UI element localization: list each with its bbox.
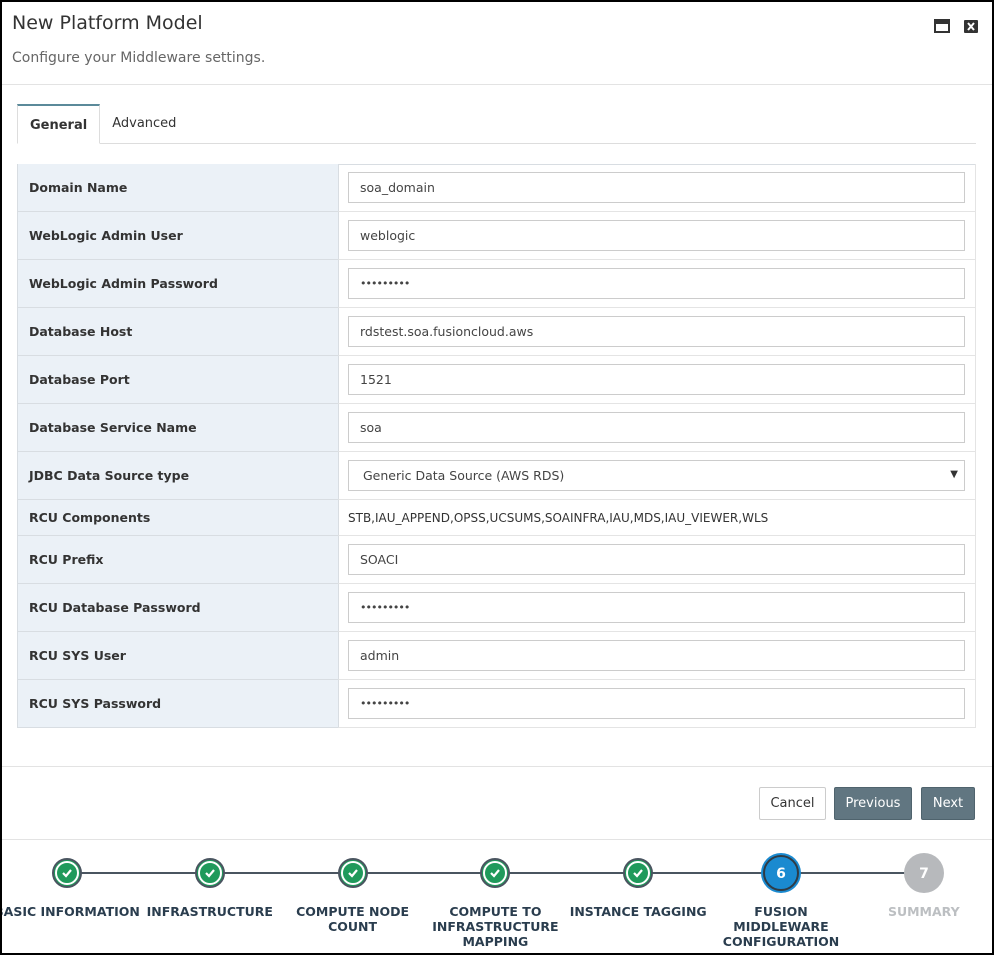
field-cell: weblogic <box>338 212 976 260</box>
field-value: SOACI <box>360 552 399 567</box>
field-value: 1521 <box>360 372 392 387</box>
field-cell: STB,IAU_APPEND,OPSS,UCSUMS,SOAINFRA,IAU,… <box>338 500 976 536</box>
dialog-subtitle: Configure your Middleware settings. <box>12 50 266 66</box>
field-value: weblogic <box>360 228 416 243</box>
field-value: STB,IAU_APPEND,OPSS,UCSUMS,SOAINFRA,IAU,… <box>348 510 769 525</box>
field-cell: 1521 <box>338 356 976 404</box>
step-label[interactable]: INSTANCE TAGGING <box>569 904 707 919</box>
field-value: rdstest.soa.fusioncloud.aws <box>360 324 534 339</box>
field-label: WebLogic Admin Password <box>17 260 338 308</box>
field-select[interactable]: Generic Data Source (AWS RDS) ▼ <box>348 460 965 491</box>
field-label: RCU SYS User <box>17 632 338 680</box>
field-input[interactable]: ••••••••• <box>348 268 965 299</box>
field-input[interactable]: admin <box>348 640 965 671</box>
window-controls[interactable] <box>933 18 983 36</box>
step-marker: 6 <box>761 853 801 893</box>
step-marker <box>194 858 225 888</box>
step-marker <box>52 858 82 888</box>
field-value: Generic Data Source (AWS RDS) <box>363 468 565 483</box>
field-cell: rdstest.soa.fusioncloud.aws <box>338 308 976 356</box>
field-value: ••••••••• <box>360 601 410 614</box>
field-label: RCU Components <box>17 500 338 536</box>
field-label: Database Port <box>17 356 338 404</box>
field-cell: ••••••••• <box>338 260 976 308</box>
field-value: soa <box>360 420 382 435</box>
field-input[interactable]: soa_domain <box>348 172 965 203</box>
step-marker: 7 <box>903 853 944 893</box>
tab[interactable]: Advanced <box>112 116 177 131</box>
step-label[interactable]: INFRASTRUCTURE <box>146 904 273 919</box>
field-input[interactable]: soa <box>348 412 965 443</box>
field-input[interactable]: rdstest.soa.fusioncloud.aws <box>348 316 965 347</box>
step-number: 7 <box>919 866 929 882</box>
field-label: RCU Prefix <box>17 536 338 584</box>
next-button[interactable]: Next <box>921 787 975 820</box>
field-label: JDBC Data Source type <box>17 452 338 500</box>
field-cell: ••••••••• <box>338 680 976 728</box>
field-input[interactable]: ••••••••• <box>348 592 965 623</box>
select-caret: ▼ <box>950 469 958 480</box>
field-label: Database Host <box>17 308 338 356</box>
step-label[interactable]: COMPUTE NODE COUNT <box>296 904 410 934</box>
step-label[interactable]: SUMMARY <box>887 904 960 919</box>
field-cell: Generic Data Source (AWS RDS) ▼ <box>338 452 976 500</box>
field-input[interactable]: ••••••••• <box>348 688 965 719</box>
field-label: WebLogic Admin User <box>17 212 338 260</box>
field-input[interactable]: SOACI <box>348 544 965 575</box>
field-input[interactable]: 1521 <box>348 364 965 395</box>
field-input[interactable]: weblogic <box>348 220 965 251</box>
step-marker <box>480 858 511 888</box>
cancel-button[interactable]: Cancel <box>759 787 826 820</box>
form-top-border <box>17 164 976 165</box>
field-cell: soa_domain <box>338 164 976 212</box>
field-label: RCU SYS Password <box>17 680 338 728</box>
field-value: ••••••••• <box>360 277 410 290</box>
step-label[interactable]: FUSION MIDDLEWARE CONFIGURATION <box>722 904 840 949</box>
field-value: soa_domain <box>360 180 435 195</box>
step-label[interactable]: BASIC INFORMATION <box>0 904 140 919</box>
field-cell: admin <box>338 632 976 680</box>
previous-button[interactable]: Previous <box>834 787 912 820</box>
field-cell: ••••••••• <box>338 584 976 632</box>
field-cell: soa <box>338 404 976 452</box>
field-cell: SOACI <box>338 536 976 584</box>
tab[interactable]: General <box>17 104 101 144</box>
field-value: ••••••••• <box>360 697 410 710</box>
field-label: RCU Database Password <box>17 584 338 632</box>
field-label: Database Service Name <box>17 404 338 452</box>
field-value: admin <box>360 648 400 663</box>
dialog-title: New Platform Model <box>12 12 203 34</box>
step-label[interactable]: COMPUTE TO INFRASTRUCTURE MAPPING <box>432 904 559 949</box>
field-label: Domain Name <box>17 164 338 212</box>
step-marker <box>337 858 368 888</box>
step-number: 6 <box>776 866 786 882</box>
step-marker <box>623 858 654 888</box>
